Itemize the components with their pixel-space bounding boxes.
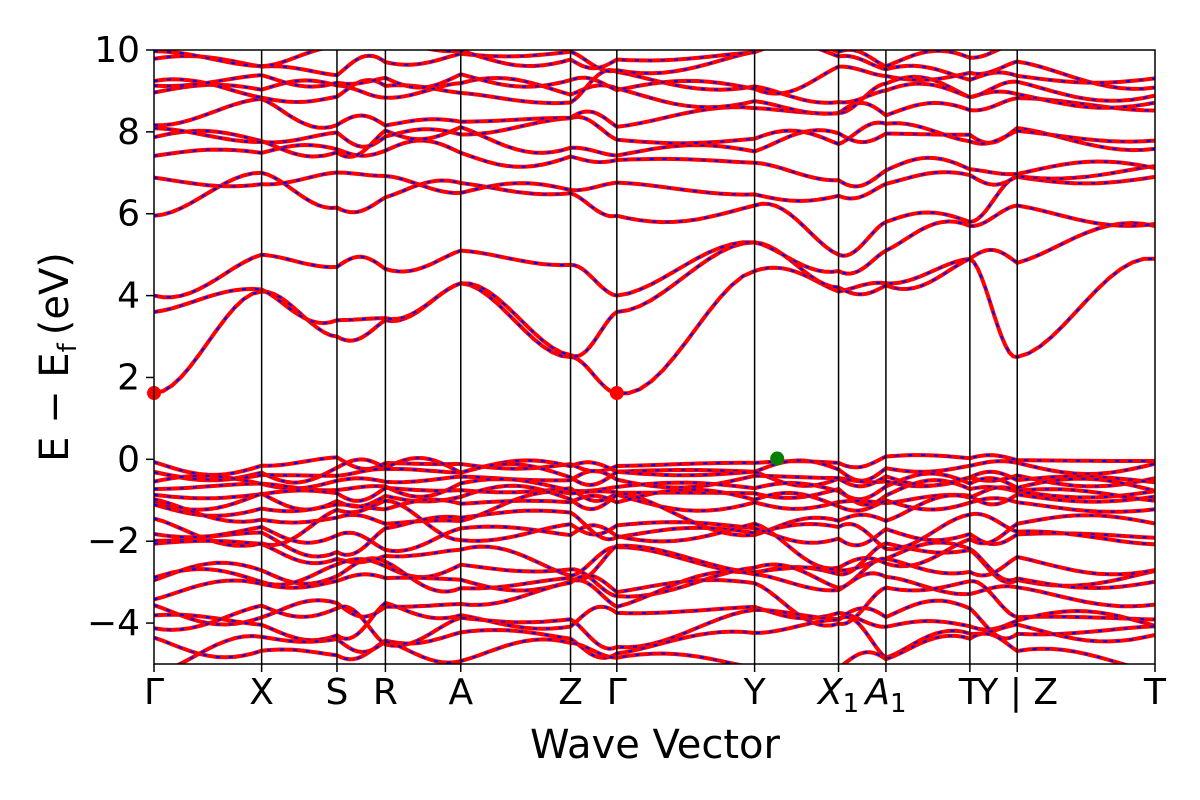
band-line bbox=[154, 256, 1155, 396]
y-tick-label: 8 bbox=[117, 112, 140, 153]
x-axis-label: Wave Vector bbox=[530, 722, 781, 768]
plot-frame bbox=[153, 49, 1156, 665]
vbm-marker bbox=[770, 451, 785, 466]
x-tick-label: Y bbox=[743, 672, 767, 713]
x-tick-label: Y | Z bbox=[975, 672, 1058, 713]
y-axis-ticks: 10 8 6 4 2 0 −2 −4 bbox=[87, 30, 154, 644]
band-overlay bbox=[154, 50, 1000, 70]
x-tick-label-main: X bbox=[816, 672, 844, 713]
x-tick-label: T bbox=[1143, 672, 1167, 713]
band-overlay bbox=[154, 221, 1155, 358]
x-tick-label: Γ bbox=[144, 672, 164, 713]
x-tick-label: Γ bbox=[607, 672, 627, 713]
band-overlay bbox=[154, 257, 1155, 395]
band-overlay bbox=[154, 204, 1155, 299]
x-tick-label: T bbox=[958, 672, 982, 713]
x-tick-label-sub: 1 bbox=[890, 689, 907, 719]
cbm-marker bbox=[609, 386, 624, 401]
x-tick-label: A bbox=[448, 672, 473, 713]
y-axis-label: E − Ef (eV) bbox=[32, 252, 83, 462]
x-tick-label-main: A bbox=[863, 672, 890, 713]
y-tick-label: 0 bbox=[117, 439, 140, 480]
y-tick-label: 10 bbox=[94, 30, 140, 71]
x-tick-label: A1 bbox=[863, 672, 906, 719]
y-tick-label: −2 bbox=[87, 521, 140, 562]
x-tick-label: X1 bbox=[816, 672, 859, 719]
extrema-markers bbox=[147, 386, 785, 466]
x-tick-label-sub: 1 bbox=[843, 689, 860, 719]
bands-layer bbox=[154, 50, 1155, 664]
y-axis-label-sub: f bbox=[53, 342, 83, 352]
high-symmetry-lines bbox=[260, 50, 1018, 664]
x-tick-label: X bbox=[249, 672, 274, 713]
y-tick-label: 6 bbox=[117, 194, 140, 235]
band-overlay bbox=[154, 60, 1155, 95]
y-axis-label-unit: (eV) bbox=[32, 252, 78, 335]
x-tick-label: R bbox=[373, 672, 398, 713]
x-tick-label: Z bbox=[558, 672, 583, 713]
y-tick-label: −4 bbox=[87, 603, 140, 644]
y-tick-label: 4 bbox=[117, 276, 140, 317]
y-axis-label-main: E − E bbox=[32, 352, 78, 462]
band-line bbox=[154, 50, 1003, 71]
band-line bbox=[154, 220, 1155, 359]
y-tick-label: 2 bbox=[117, 357, 140, 398]
x-tick-label: S bbox=[326, 672, 349, 713]
